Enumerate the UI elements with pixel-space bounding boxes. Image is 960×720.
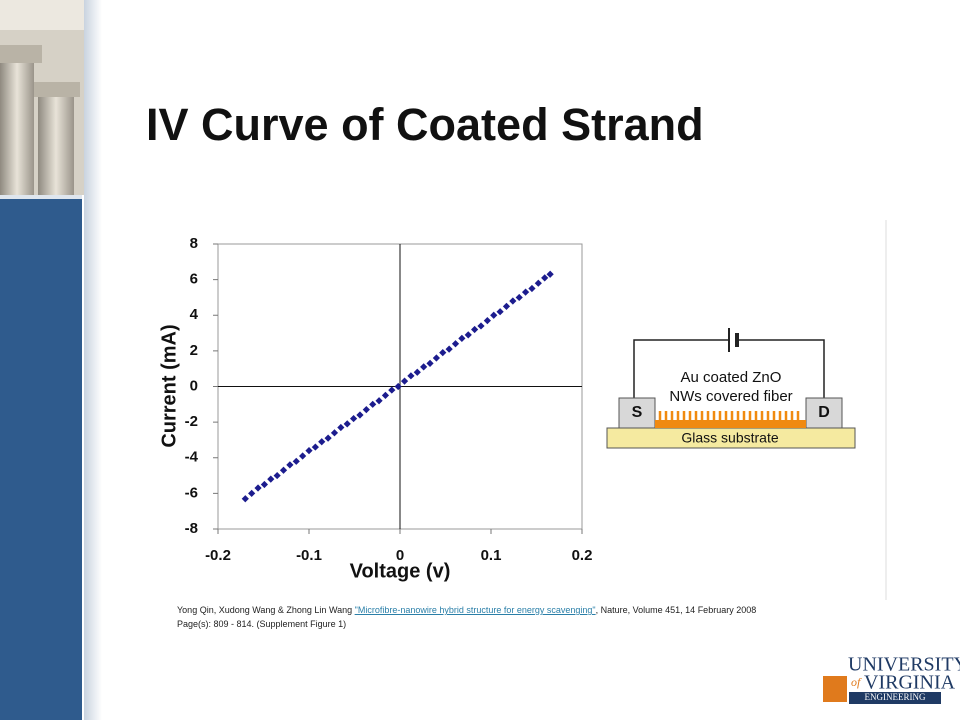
- source-label: S: [632, 404, 643, 421]
- drain-label: D: [818, 404, 830, 421]
- column: [0, 60, 34, 195]
- x-axis-label: Voltage (v): [350, 560, 451, 582]
- data-point: [260, 480, 269, 489]
- data-point: [490, 311, 498, 319]
- data-point: [337, 423, 345, 432]
- logo-rotunda: [823, 676, 847, 702]
- capital: [0, 45, 42, 63]
- data-point: [445, 345, 453, 353]
- data-point: [311, 443, 319, 451]
- fiber: [655, 420, 806, 428]
- data-point: [394, 382, 402, 391]
- data-point: [496, 308, 504, 316]
- x-tick-label: 0.2: [572, 547, 593, 564]
- x-tick-label: 0: [396, 547, 404, 564]
- y-tick-label: -8: [185, 520, 198, 537]
- data-point: [471, 325, 479, 334]
- data-point: [356, 411, 364, 419]
- data-point: [420, 363, 428, 371]
- citation-authors: Yong Qin, Xudong Wang & Zhong Lin Wang: [177, 605, 355, 615]
- data-point: [273, 471, 281, 480]
- data-point: [318, 438, 326, 446]
- x-tick-label: 0.1: [481, 547, 502, 564]
- data-point: [477, 322, 485, 330]
- data-point: [483, 316, 491, 325]
- data-point: [464, 331, 472, 339]
- data-point: [515, 293, 523, 302]
- data-point: [407, 372, 415, 380]
- data-point: [546, 270, 554, 278]
- logo-bar: [849, 692, 941, 704]
- logo-text: ENGINEERING: [865, 692, 926, 702]
- logo-text: UNIVERSITY: [848, 654, 960, 676]
- slide-title: IV Curve of Coated Strand: [146, 99, 704, 150]
- data-point: [369, 400, 377, 408]
- data-point: [343, 420, 351, 428]
- wire: [738, 339, 825, 398]
- wire: [633, 339, 728, 398]
- y-tick-label: -2: [185, 413, 198, 430]
- entablature: [0, 0, 84, 30]
- data-point: [349, 414, 358, 423]
- fiber-label: NWs covered fiber: [669, 388, 792, 405]
- data-point: [254, 484, 262, 492]
- data-point: [286, 461, 294, 469]
- data-point: [375, 397, 383, 405]
- circuit-diagram: Au coated ZnO NWs covered fiber S D Glas…: [606, 328, 856, 449]
- capital: [34, 82, 80, 97]
- data-point: [241, 495, 249, 503]
- y-tick-label: -6: [185, 484, 198, 501]
- y-tick-label: -4: [185, 449, 199, 466]
- y-tick-label: 8: [190, 235, 198, 252]
- y-tick-label: 4: [190, 306, 199, 323]
- citation: Yong Qin, Xudong Wang & Zhong Lin Wang "…: [177, 603, 777, 631]
- data-point: [528, 284, 536, 293]
- data-point: [502, 302, 511, 310]
- logo-text: VIRGINIA: [864, 672, 956, 694]
- y-axis-label: Current (mA): [158, 324, 180, 447]
- citation-link[interactable]: "Microfibre-nanowire hybrid structure fo…: [354, 605, 596, 615]
- fiber-label: Au coated ZnO: [681, 369, 782, 386]
- y-tick-label: 2: [190, 342, 198, 359]
- data-point: [381, 391, 390, 400]
- y-tick-label: 6: [190, 271, 198, 288]
- logo-text: of: [851, 675, 862, 689]
- data-point: [509, 297, 517, 305]
- side-panel: [0, 195, 82, 720]
- data-point: [413, 368, 421, 376]
- citation-rest: , Nature, Volume 451, 14 February 2008 P…: [177, 605, 757, 629]
- data-point: [400, 377, 409, 385]
- data-point: [534, 279, 542, 287]
- column: [38, 95, 74, 195]
- data-point: [324, 434, 332, 442]
- data-point: [432, 354, 440, 362]
- data-point: [305, 447, 313, 455]
- data-point: [388, 386, 396, 394]
- data-point: [426, 359, 434, 367]
- side-strip: [84, 0, 102, 720]
- data-point: [292, 457, 300, 465]
- data-point: [267, 475, 275, 483]
- data-point: [279, 466, 288, 474]
- source-pad: [618, 397, 656, 429]
- data-point: [521, 288, 530, 296]
- data-point: [299, 452, 307, 460]
- substrate-label: Glass substrate: [681, 430, 778, 446]
- data-point: [248, 489, 256, 497]
- data-point: [541, 274, 549, 282]
- data-point: [458, 334, 466, 343]
- nanowires: [658, 411, 800, 420]
- y-tick-label: 0: [190, 377, 198, 394]
- drain-pad: [805, 397, 843, 429]
- x-tick-label: -0.2: [205, 547, 231, 564]
- data-point: [451, 340, 460, 348]
- logo: UNIVERSITY of VIRGINIA ENGINEERING: [823, 654, 960, 704]
- data-point: [362, 406, 370, 414]
- x-tick-label: -0.1: [296, 547, 322, 564]
- data-point: [330, 429, 339, 437]
- panel-edge: [0, 195, 82, 199]
- data-point: [439, 349, 447, 357]
